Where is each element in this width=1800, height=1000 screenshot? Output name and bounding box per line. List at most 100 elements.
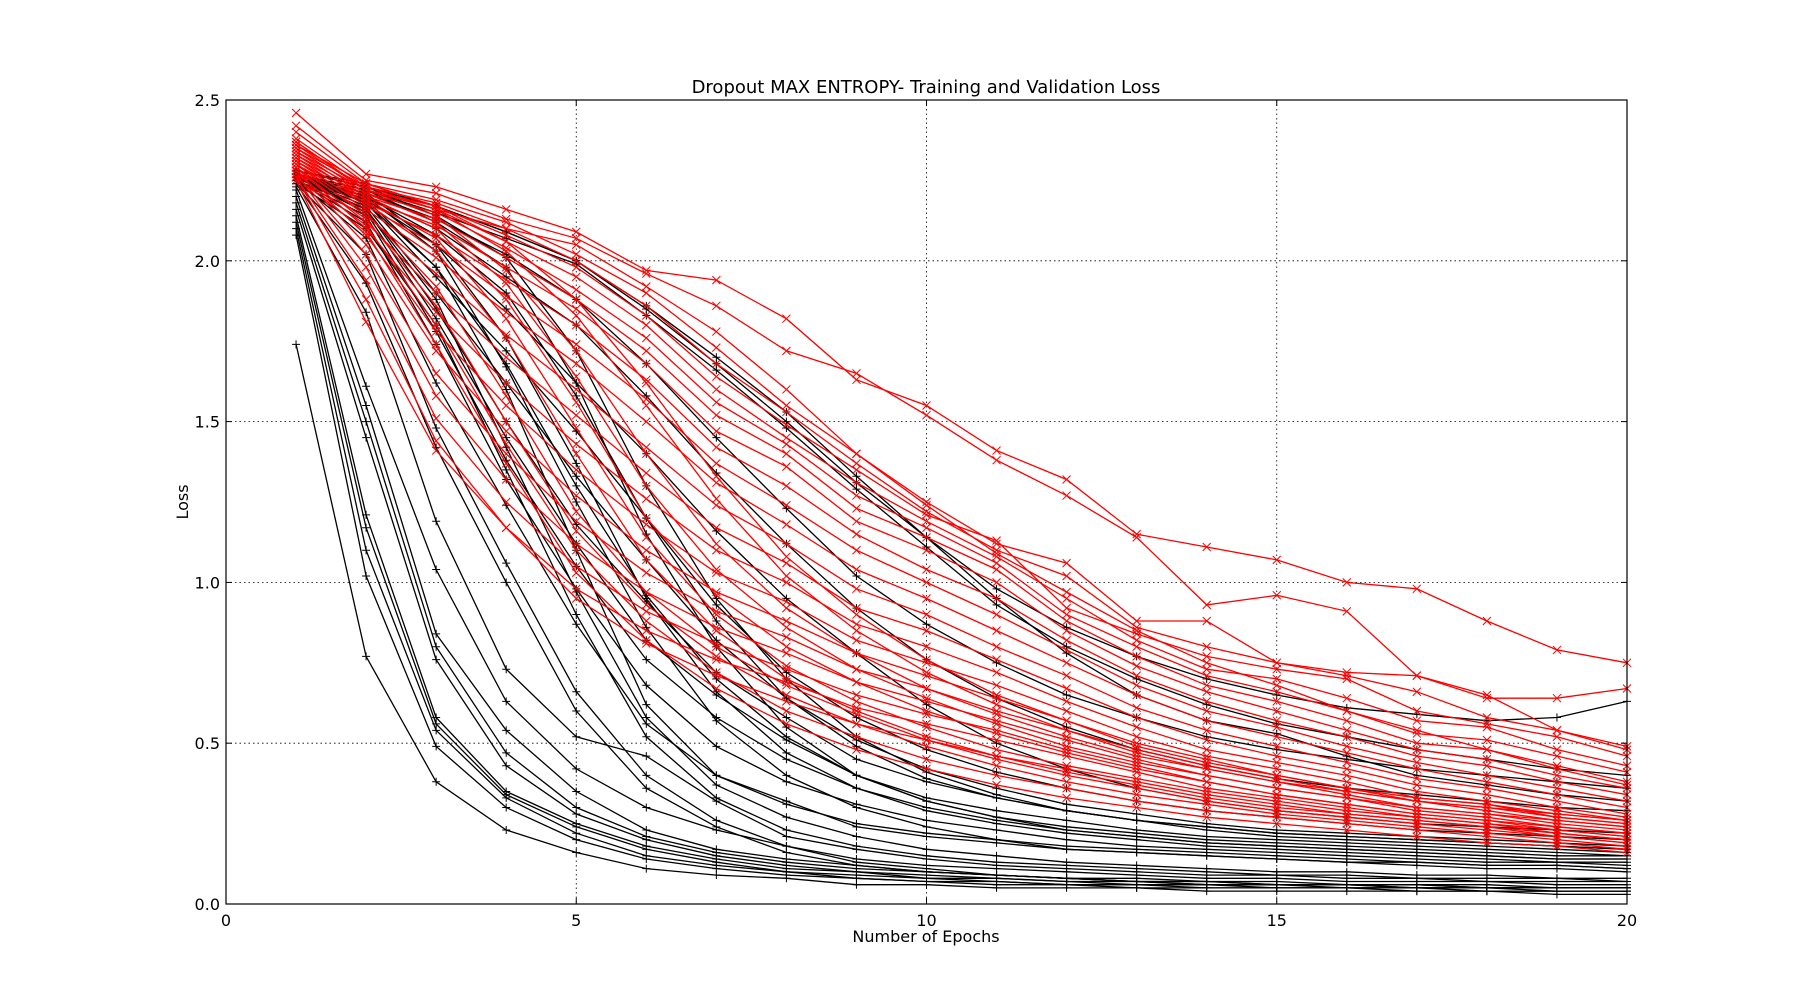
validation-point (852, 375, 861, 385)
validation-point (431, 188, 441, 198)
validation-point (1202, 658, 1212, 668)
validation-point (1132, 642, 1142, 652)
training-point (502, 787, 511, 796)
validation-point (1342, 764, 1352, 774)
validation-point (501, 217, 511, 227)
validation-point (641, 401, 651, 410)
validation-point (1202, 542, 1212, 552)
validation-point (501, 497, 511, 507)
validation-point (1062, 793, 1071, 803)
validation-point (361, 295, 371, 304)
validation-point (1202, 716, 1212, 726)
validation-point (431, 391, 441, 401)
validation-point (992, 729, 1001, 738)
validation-point (992, 735, 1001, 745)
validation-point (571, 240, 581, 250)
validation-point (992, 558, 1001, 568)
validation-point (1062, 558, 1071, 568)
training-point (642, 771, 651, 780)
validation-point (291, 127, 301, 137)
validation-point (1482, 777, 1492, 787)
validation-point (1132, 529, 1142, 539)
training-point (852, 832, 861, 841)
training-point (1412, 861, 1421, 870)
validation-point (1062, 645, 1071, 655)
validation-point (852, 703, 861, 713)
validation-point (1202, 600, 1212, 610)
validation-point (852, 459, 861, 468)
validation-point (571, 250, 581, 259)
validation-point (571, 256, 581, 266)
validation-point (1482, 754, 1492, 764)
validation-point (711, 642, 721, 652)
validation-point (571, 227, 581, 237)
validation-point (1202, 652, 1212, 661)
validation-point (571, 385, 581, 394)
validation-point (852, 449, 861, 459)
validation-point (1412, 671, 1422, 681)
validation-point (641, 639, 651, 648)
validation-point (1202, 616, 1212, 626)
validation-point (992, 709, 1001, 719)
training-point (432, 713, 441, 722)
validation-point (1482, 616, 1492, 626)
training-point (432, 777, 441, 786)
training-point (572, 707, 581, 716)
validation-point (1202, 642, 1212, 652)
validation-point (852, 491, 861, 500)
validation-point (782, 648, 791, 658)
validation-point (1132, 533, 1142, 542)
training-point (712, 616, 721, 625)
y-tick-label: 2.5 (195, 91, 220, 110)
validation-point (1202, 725, 1212, 735)
validation-point (291, 108, 301, 118)
training-point (362, 510, 371, 519)
validation-point (922, 516, 931, 526)
validation-point (852, 690, 861, 700)
validation-point (571, 449, 581, 459)
validation-point (1062, 603, 1071, 613)
validation-point (1132, 722, 1142, 732)
validation-point (361, 169, 371, 179)
training-point (572, 472, 581, 481)
validation-point (1132, 796, 1142, 806)
validation-point (992, 700, 1001, 709)
training-point (852, 803, 861, 812)
training-series-2 (292, 224, 1631, 896)
validation-point (1552, 693, 1562, 703)
validation-point (361, 198, 371, 208)
validation-point (1482, 799, 1492, 809)
training-point (712, 816, 721, 825)
y-axis-label: Loss (173, 484, 192, 519)
validation-line (295, 157, 1628, 796)
validation-point (1272, 751, 1282, 761)
training-point (1062, 806, 1071, 815)
training-point (1132, 864, 1141, 873)
validation-point (641, 359, 651, 369)
validation-point (361, 214, 371, 224)
validation-point (1202, 787, 1212, 796)
validation-point (291, 147, 301, 156)
validation-series-53 (291, 172, 1632, 841)
training-line (295, 234, 1627, 892)
validation-point (571, 262, 581, 272)
validation-point (1272, 790, 1282, 800)
validation-point (922, 668, 931, 677)
validation-point (782, 314, 791, 324)
validation-point (1062, 626, 1071, 635)
validation-point (711, 652, 721, 661)
validation-point (1482, 790, 1492, 800)
training-point (502, 826, 511, 835)
training-point (502, 385, 511, 394)
training-line (295, 183, 1628, 883)
training-point (502, 665, 511, 674)
validation-line (295, 160, 1628, 838)
validation-series-45 (291, 159, 1632, 812)
validation-point (992, 594, 1001, 603)
validation-point (1342, 706, 1352, 716)
validation-point (1482, 771, 1492, 780)
validation-point (1202, 806, 1212, 816)
validation-point (1062, 732, 1071, 742)
training-point (922, 620, 931, 629)
validation-line (295, 170, 1628, 847)
